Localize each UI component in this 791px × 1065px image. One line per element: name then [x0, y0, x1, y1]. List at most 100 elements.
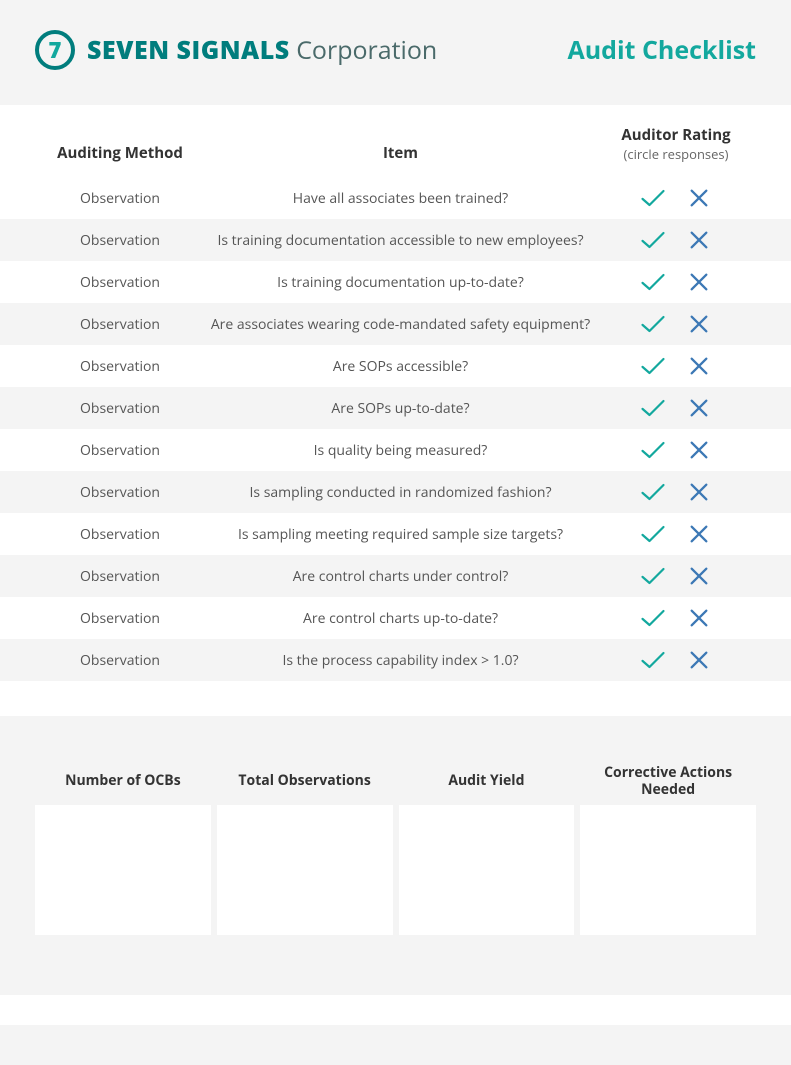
cell-method: Observation	[35, 609, 205, 628]
cross-icon[interactable]	[685, 439, 713, 461]
cell-rating	[596, 355, 756, 377]
cell-method: Observation	[35, 441, 205, 460]
summary-header: Number of OCBs	[35, 761, 211, 801]
check-icon[interactable]	[639, 229, 667, 251]
col-header-item: Item	[205, 143, 596, 163]
footer-bar	[0, 1025, 791, 1065]
cell-rating	[596, 187, 756, 209]
table-body: Observation Have all associates been tra…	[0, 177, 791, 681]
table-row: Observation Is training documentation ac…	[0, 219, 791, 261]
table-row: Observation Have all associates been tra…	[0, 177, 791, 219]
cell-rating	[596, 313, 756, 335]
cell-method: Observation	[35, 273, 205, 292]
rating-header-text: Auditor Rating	[621, 125, 730, 145]
cross-icon[interactable]	[685, 187, 713, 209]
cross-icon[interactable]	[685, 397, 713, 419]
cell-item: Are associates wearing code-mandated saf…	[205, 315, 596, 334]
brand-name-light: Corporation	[296, 33, 437, 67]
logo-text: 7	[49, 35, 62, 65]
brand-text: SEVEN SIGNALS Corporation	[87, 33, 437, 67]
cell-method: Observation	[35, 357, 205, 376]
col-header-method: Auditing Method	[35, 143, 205, 163]
table-row: Observation Are control charts under con…	[0, 555, 791, 597]
check-icon[interactable]	[639, 397, 667, 419]
summary-value-box[interactable]	[580, 805, 756, 935]
cross-icon[interactable]	[685, 481, 713, 503]
table-row: Observation Are control charts up-to-dat…	[0, 597, 791, 639]
table-row: Observation Is sampling meeting required…	[0, 513, 791, 555]
check-icon[interactable]	[639, 523, 667, 545]
summary-header: Audit Yield	[399, 761, 575, 801]
check-icon[interactable]	[639, 271, 667, 293]
check-icon[interactable]	[639, 607, 667, 629]
check-icon[interactable]	[639, 439, 667, 461]
cell-item: Is sampling conducted in randomized fash…	[205, 483, 596, 502]
summary-header: Corrective Actions Needed	[580, 761, 756, 801]
checklist-table: Auditing Method Item Auditor Rating (cir…	[0, 105, 791, 716]
table-row: Observation Is the process capability in…	[0, 639, 791, 681]
cross-icon[interactable]	[685, 313, 713, 335]
table-row: Observation Are SOPs up-to-date?	[0, 387, 791, 429]
cell-rating	[596, 397, 756, 419]
cell-item: Have all associates been trained?	[205, 189, 596, 208]
summary-column: Corrective Actions Needed	[580, 761, 756, 935]
cross-icon[interactable]	[685, 355, 713, 377]
cell-item: Is training documentation accessible to …	[205, 231, 596, 250]
logo-icon: 7	[35, 30, 75, 70]
cell-method: Observation	[35, 189, 205, 208]
cell-method: Observation	[35, 399, 205, 418]
summary-value-box[interactable]	[35, 805, 211, 935]
cross-icon[interactable]	[685, 649, 713, 671]
table-row: Observation Is training documentation up…	[0, 261, 791, 303]
page-header: 7 SEVEN SIGNALS Corporation Audit Checkl…	[0, 0, 791, 105]
table-row: Observation Is sampling conducted in ran…	[0, 471, 791, 513]
table-row: Observation Are SOPs accessible?	[0, 345, 791, 387]
cell-rating	[596, 607, 756, 629]
table-header-row: Auditing Method Item Auditor Rating (cir…	[0, 105, 791, 177]
cell-rating	[596, 565, 756, 587]
cell-item: Are control charts up-to-date?	[205, 609, 596, 628]
cross-icon[interactable]	[685, 229, 713, 251]
summary-grid: Number of OCBs Total Observations Audit …	[35, 761, 756, 935]
rating-header-sub: (circle responses)	[596, 145, 756, 163]
cell-item: Is training documentation up-to-date?	[205, 273, 596, 292]
cell-method: Observation	[35, 231, 205, 250]
cross-icon[interactable]	[685, 523, 713, 545]
cell-rating	[596, 523, 756, 545]
cell-item: Are control charts under control?	[205, 567, 596, 586]
cell-method: Observation	[35, 651, 205, 670]
check-icon[interactable]	[639, 313, 667, 335]
cell-item: Is the process capability index > 1.0?	[205, 651, 596, 670]
cell-item: Is sampling meeting required sample size…	[205, 525, 596, 544]
summary-column: Total Observations	[217, 761, 393, 935]
cell-method: Observation	[35, 315, 205, 334]
summary-column: Audit Yield	[399, 761, 575, 935]
summary-header: Total Observations	[217, 761, 393, 801]
summary-column: Number of OCBs	[35, 761, 211, 935]
cross-icon[interactable]	[685, 271, 713, 293]
summary-value-box[interactable]	[399, 805, 575, 935]
table-row: Observation Is quality being measured?	[0, 429, 791, 471]
summary-value-box[interactable]	[217, 805, 393, 935]
cell-rating	[596, 439, 756, 461]
summary-section: Number of OCBs Total Observations Audit …	[0, 716, 791, 995]
cell-rating	[596, 271, 756, 293]
check-icon[interactable]	[639, 187, 667, 209]
cell-item: Are SOPs up-to-date?	[205, 399, 596, 418]
page-title: Audit Checklist	[567, 33, 756, 67]
cell-item: Are SOPs accessible?	[205, 357, 596, 376]
cell-rating	[596, 229, 756, 251]
cross-icon[interactable]	[685, 565, 713, 587]
check-icon[interactable]	[639, 565, 667, 587]
brand: 7 SEVEN SIGNALS Corporation	[35, 30, 437, 70]
check-icon[interactable]	[639, 355, 667, 377]
col-header-rating: Auditor Rating (circle responses)	[596, 123, 756, 163]
brand-name-bold: SEVEN SIGNALS	[87, 33, 290, 67]
cell-method: Observation	[35, 483, 205, 502]
cell-method: Observation	[35, 525, 205, 544]
cell-rating	[596, 649, 756, 671]
cell-rating	[596, 481, 756, 503]
check-icon[interactable]	[639, 649, 667, 671]
check-icon[interactable]	[639, 481, 667, 503]
cross-icon[interactable]	[685, 607, 713, 629]
